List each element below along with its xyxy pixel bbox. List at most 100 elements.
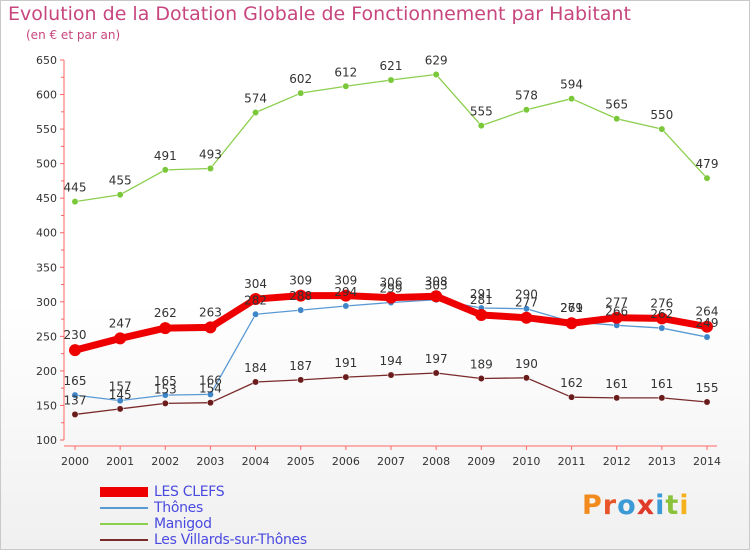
data-label-th-nes: 299 <box>380 282 403 296</box>
data-label-th-nes: 291 <box>470 287 493 301</box>
legend-swatch-manigod <box>100 523 148 525</box>
data-point-les-villards-sur-th-nes <box>432 369 440 377</box>
data-point-les-clefs <box>114 332 127 345</box>
data-point-les-villards-sur-th-nes <box>342 373 350 381</box>
legend-item-villards: Les Villards-sur-Thônes <box>100 532 400 548</box>
data-point-les-clefs <box>339 289 352 302</box>
data-label-les-villards-sur-th-nes: 161 <box>650 377 673 391</box>
data-label-manigod: 612 <box>334 65 357 79</box>
data-point-les-villards-sur-th-nes <box>252 378 260 386</box>
data-point-th-nes <box>71 391 79 399</box>
data-label-les-clefs: 264 <box>696 305 719 319</box>
data-point-les-clefs <box>204 321 217 334</box>
data-point-th-nes <box>116 397 124 405</box>
legend-swatch-les-clefs <box>100 487 148 497</box>
data-label-th-nes: 157 <box>109 380 132 394</box>
data-label-th-nes: 290 <box>515 288 538 302</box>
data-point-les-villards-sur-th-nes <box>477 375 485 382</box>
data-point-manigod <box>568 95 576 103</box>
legend-swatch-villards <box>100 539 148 541</box>
data-point-th-nes <box>658 324 666 332</box>
y-tick-label: 250 <box>36 330 57 343</box>
data-label-les-clefs: 309 <box>334 274 357 288</box>
data-label-les-villards-sur-th-nes: 187 <box>289 359 312 373</box>
data-point-manigod <box>703 174 711 182</box>
legend-label: Les Villards-sur-Thônes <box>154 532 307 548</box>
data-label-manigod: 455 <box>109 174 132 188</box>
chart-subtitle: (en € et par an) <box>26 28 121 42</box>
x-tick-label: 2005 <box>287 455 315 468</box>
legend: LES CLEFS Thônes Manigod Les Villards-su… <box>100 484 400 548</box>
data-label-manigod: 445 <box>64 181 87 195</box>
x-tick-label: 2013 <box>648 455 676 468</box>
data-label-th-nes: 288 <box>289 289 312 303</box>
y-tick-label: 200 <box>36 365 57 378</box>
data-label-manigod: 479 <box>696 157 719 171</box>
data-point-les-villards-sur-th-nes <box>206 399 214 407</box>
data-label-les-villards-sur-th-nes: 191 <box>334 356 357 370</box>
data-point-les-clefs <box>294 289 307 302</box>
x-tick-label: 2006 <box>332 455 360 468</box>
data-label-manigod: 493 <box>199 147 222 161</box>
data-point-les-clefs <box>69 344 81 357</box>
data-label-les-villards-sur-th-nes: 155 <box>696 381 719 395</box>
legend-label: Thônes <box>154 500 203 516</box>
data-label-manigod: 602 <box>289 72 312 86</box>
series-line-manigod <box>74 73 708 203</box>
data-point-les-clefs <box>385 291 397 304</box>
data-point-manigod <box>613 115 621 123</box>
data-label-les-villards-sur-th-nes: 162 <box>560 376 583 390</box>
data-label-les-clefs: 277 <box>605 296 628 310</box>
data-point-les-villards-sur-th-nes <box>297 376 305 384</box>
data-label-th-nes: 165 <box>154 374 177 388</box>
x-tick-label: 2009 <box>467 455 495 468</box>
legend-swatch-thones <box>100 507 148 509</box>
data-label-manigod: 555 <box>470 105 493 119</box>
data-point-th-nes <box>342 302 350 310</box>
data-point-les-clefs <box>249 293 262 306</box>
data-point-les-clefs <box>520 311 533 324</box>
data-point-les-villards-sur-th-nes <box>613 394 621 402</box>
y-tick-label: 300 <box>36 296 57 309</box>
legend-item-les-clefs: LES CLEFS <box>100 484 400 500</box>
x-tick-label: 2008 <box>422 455 450 468</box>
data-label-les-villards-sur-th-nes: 153 <box>154 382 177 396</box>
data-point-manigod <box>342 82 350 90</box>
data-label-th-nes: 249 <box>696 316 719 330</box>
data-label-manigod: 594 <box>560 78 583 92</box>
data-label-les-clefs: 230 <box>64 328 87 342</box>
data-label-les-clefs: 269 <box>560 301 583 315</box>
data-label-les-clefs: 281 <box>470 293 493 307</box>
x-tick-label: 2000 <box>61 455 89 468</box>
y-tick-label: 450 <box>36 192 57 205</box>
legend-label: Manigod <box>154 516 212 532</box>
data-point-th-nes <box>206 390 214 398</box>
data-label-les-clefs: 263 <box>199 305 222 319</box>
y-tick-label: 100 <box>36 434 57 447</box>
data-point-th-nes <box>252 310 260 318</box>
data-point-les-clefs <box>565 317 578 330</box>
data-label-les-clefs: 304 <box>244 277 267 291</box>
data-label-manigod: 629 <box>425 54 448 68</box>
x-tick-label: 2001 <box>106 455 134 468</box>
data-point-les-clefs <box>430 290 443 303</box>
data-point-les-villards-sur-th-nes <box>387 371 395 379</box>
data-label-th-nes: 262 <box>650 307 673 321</box>
x-tick-label: 2003 <box>196 455 224 468</box>
data-point-les-villards-sur-th-nes <box>568 393 576 401</box>
data-point-les-clefs <box>655 312 668 325</box>
data-label-les-clefs: 277 <box>515 296 538 310</box>
data-label-th-nes: 271 <box>560 301 583 315</box>
data-point-manigod <box>161 166 169 174</box>
y-tick-label: 550 <box>36 123 57 136</box>
data-label-th-nes: 266 <box>605 304 628 318</box>
x-tick-label: 2012 <box>603 455 631 468</box>
data-label-les-villards-sur-th-nes: 154 <box>199 382 222 396</box>
x-tick-label: 2011 <box>558 455 586 468</box>
data-point-les-villards-sur-th-nes <box>703 398 711 406</box>
data-label-manigod: 491 <box>154 149 177 163</box>
data-label-manigod: 565 <box>605 98 628 112</box>
data-label-les-villards-sur-th-nes: 197 <box>425 352 448 366</box>
